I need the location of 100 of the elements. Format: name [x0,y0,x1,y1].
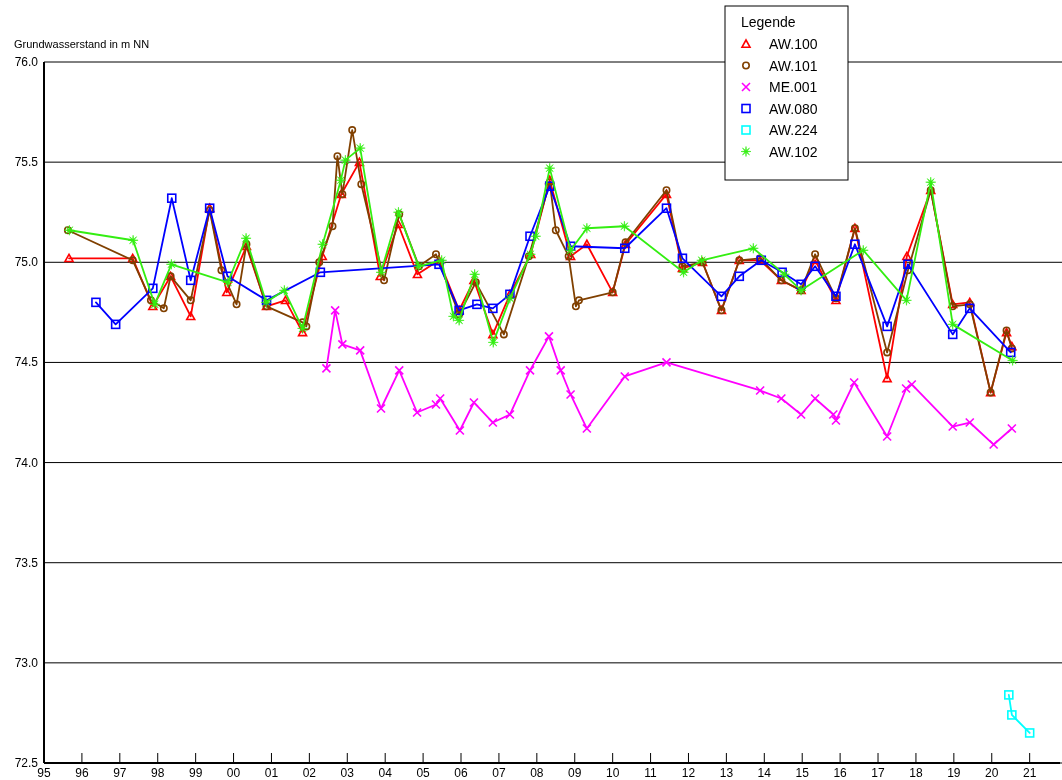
point [166,258,177,270]
point [755,385,765,396]
point [565,244,576,256]
point [1005,347,1016,358]
point [340,154,351,166]
legend-label: ME.001 [769,79,818,95]
point [110,319,121,330]
point [376,403,386,414]
point [947,421,958,432]
point [1024,728,1035,738]
x-tick-label: 02 [302,766,317,780]
x-tick-label: 18 [909,766,923,780]
point [810,393,820,404]
x-tick-label: 11 [644,766,658,780]
legend-label: AW.102 [769,143,818,160]
point [472,299,482,310]
point [901,383,911,394]
point [1007,710,1017,720]
point [555,365,566,376]
point [337,339,348,350]
point [159,304,168,313]
x-tick-label: 03 [340,766,355,780]
point [850,239,860,250]
x-tick-label: 09 [568,766,582,780]
x-tick-label: 17 [871,766,886,780]
point [279,285,290,296]
x-tick-label: 13 [719,766,734,780]
point [551,226,560,235]
point [505,409,515,420]
point [565,241,576,252]
point [355,345,365,356]
point [354,157,365,167]
point [582,239,592,249]
point [317,238,328,250]
point [661,203,672,214]
point [185,275,196,286]
point [395,210,404,219]
y-tick-label: 74.0 [14,455,39,470]
point [185,311,196,321]
point [280,295,291,305]
y-tick-label: 75.5 [14,155,39,170]
point [662,186,671,195]
y-tick-label: 75.0 [14,255,39,270]
point [947,329,958,340]
point [317,251,328,261]
point [91,297,101,308]
point [619,220,630,232]
point [678,267,689,278]
point [734,271,745,282]
point [186,296,195,305]
point [903,259,913,270]
point [619,243,630,254]
point [127,234,139,246]
point [796,409,806,420]
x-tick-label: 08 [530,766,544,780]
point [582,423,592,434]
point [412,407,422,418]
point [901,295,912,306]
point [828,409,839,420]
x-tick-label: 00 [226,766,241,780]
point [499,330,508,339]
point [906,379,917,390]
point [453,315,465,326]
legend-label: AW.080 [769,100,818,117]
point [748,242,759,254]
point [330,305,340,316]
x-tick-label: 04 [378,766,393,780]
point [1007,423,1017,434]
point [530,230,541,242]
point [412,269,423,279]
point [504,293,516,304]
point [882,373,892,383]
point [525,231,535,242]
x-tick-label: 98 [151,766,165,780]
x-tick-label: 96 [75,766,89,780]
point [661,189,672,199]
y-tick-label: 73.5 [14,555,39,570]
x-tick-label: 99 [188,766,203,780]
point [455,425,465,436]
point [354,142,366,154]
x-tick-label: 01 [264,766,279,780]
x-tick-label: 15 [795,766,810,780]
legend-label: AW.224 [769,122,818,138]
point [988,439,999,450]
point [883,348,892,357]
y-tick-label: 74.5 [14,355,39,370]
point [240,232,252,244]
point [964,417,975,428]
point [166,193,177,203]
point [902,251,912,261]
point [335,174,347,186]
point [571,302,580,311]
x-tick-label: 21 [1022,766,1037,780]
point [222,277,234,288]
y-axis-title: Grundwasserstand in m NN [14,38,150,50]
point [487,337,499,348]
point [469,269,480,280]
point [525,365,535,376]
x-tick-label: 20 [985,766,999,780]
x-tick-label: 06 [454,766,469,780]
